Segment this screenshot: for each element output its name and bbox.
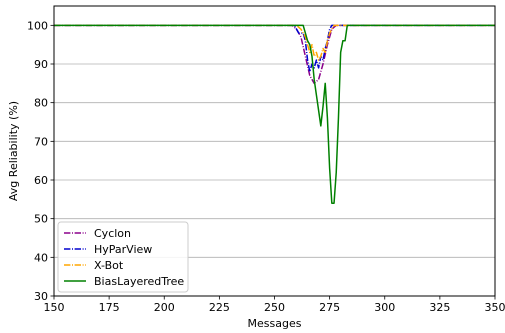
x-tick-label: 200 (154, 301, 175, 314)
y-tick-label: 40 (34, 251, 48, 264)
legend-box (57, 221, 189, 293)
x-axis-ticks: 150 175 200 225 250 275 300 325 350 (44, 296, 505, 314)
x-tick-label: 225 (209, 301, 230, 314)
x-tick-label: 350 (485, 301, 505, 314)
legend-label: BiasLayeredTree (94, 275, 184, 288)
x-tick-label: 175 (99, 301, 120, 314)
series-line-1 (54, 24, 495, 73)
y-axis-ticks: 30 40 50 60 70 80 90 100 (27, 19, 54, 303)
y-tick-label: 90 (34, 58, 48, 71)
y-tick-label: 100 (27, 19, 48, 32)
x-tick-label: 250 (264, 301, 285, 314)
legend-label: X-Bot (94, 259, 124, 272)
series-line-3 (54, 24, 495, 204)
series-lines (54, 24, 495, 204)
legend-label: Cyclon (94, 227, 131, 240)
x-tick-label: 300 (374, 301, 395, 314)
x-tick-label: 325 (429, 301, 450, 314)
y-tick-label: 60 (34, 174, 48, 187)
x-tick-label: 275 (319, 301, 340, 314)
y-tick-label: 70 (34, 135, 48, 148)
y-axis-label: Avg Reliability (%) (7, 101, 20, 201)
series-line-2 (54, 24, 495, 61)
series-line-0 (54, 24, 495, 85)
y-tick-label: 80 (34, 97, 48, 110)
x-axis-label: Messages (248, 317, 302, 330)
legend-label: HyParView (94, 243, 152, 256)
legend: Cyclon HyParView X-Bot BiasLayeredTree (57, 221, 189, 293)
y-tick-label: 50 (34, 213, 48, 226)
y-tick-label: 30 (34, 290, 48, 303)
x-tick-label: 150 (44, 301, 65, 314)
